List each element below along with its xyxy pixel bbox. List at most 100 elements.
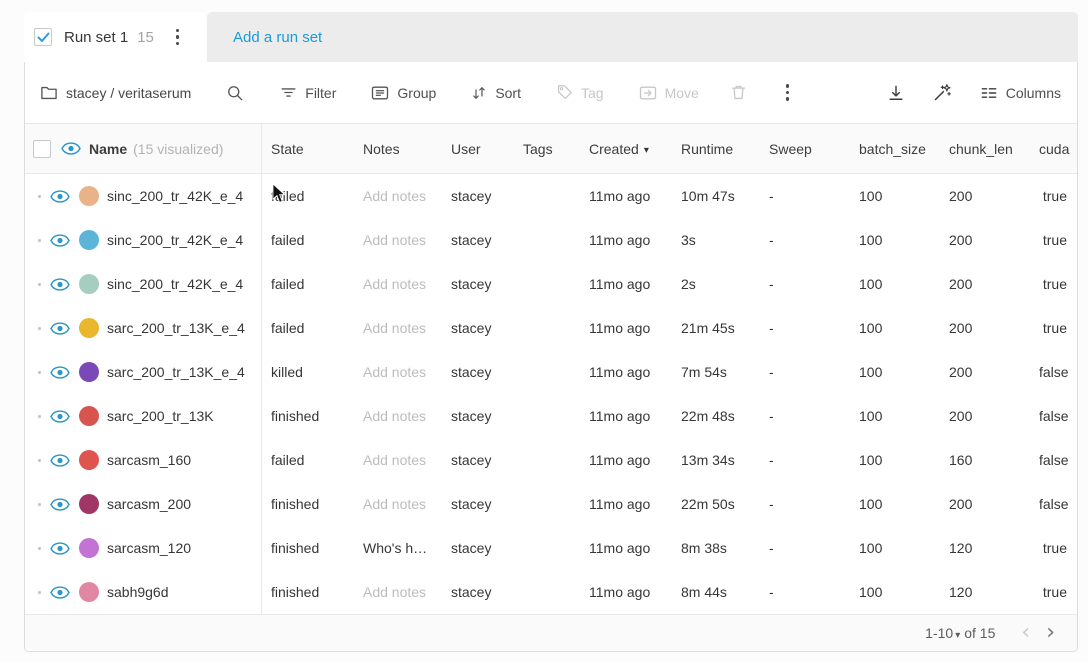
header-cuda[interactable]: cuda — [1039, 140, 1070, 157]
notes-cell[interactable]: Add notes — [363, 188, 427, 204]
created-cell: 11mo ago — [589, 276, 651, 292]
project-selector[interactable]: stacey / veritaserum — [39, 83, 191, 103]
run-name-link[interactable]: sinc_200_tr_42K_e_4 — [107, 232, 244, 248]
header-chunk-len[interactable]: chunk_len — [949, 140, 1013, 157]
prev-page-button[interactable]: ‹ — [1021, 619, 1031, 645]
table-row[interactable]: sinc_200_tr_42K_e_4 failed Add notes sta… — [25, 262, 1077, 306]
move-button[interactable]: Move — [638, 83, 699, 103]
drag-handle-icon[interactable] — [38, 502, 41, 506]
visibility-eye-icon[interactable] — [50, 277, 70, 292]
add-run-set-button[interactable]: Add a run set — [233, 28, 323, 46]
run-name-link[interactable]: sarcasm_200 — [107, 496, 192, 512]
run-set-checkbox[interactable] — [34, 28, 52, 46]
filter-button[interactable]: Filter — [279, 83, 336, 102]
auto-visualize-button[interactable] — [932, 82, 953, 103]
user-cell: stacey — [451, 452, 492, 468]
notes-cell[interactable]: Add notes — [363, 452, 427, 468]
cuda-cell: true — [1042, 320, 1067, 336]
sweep-cell: - — [769, 452, 774, 468]
header-sweep[interactable]: Sweep — [769, 140, 812, 157]
more-actions-button[interactable] — [778, 80, 798, 105]
run-name-link[interactable]: sarcasm_160 — [107, 452, 192, 468]
drag-handle-icon[interactable] — [38, 282, 41, 286]
tag-button[interactable]: Tag — [555, 83, 604, 102]
cuda-cell: true — [1042, 584, 1067, 600]
visibility-eye-icon[interactable] — [50, 541, 70, 556]
visibility-eye-icon[interactable] — [50, 585, 70, 600]
notes-cell[interactable]: Add notes — [363, 232, 427, 248]
run-color-dot — [79, 318, 99, 338]
drag-handle-icon[interactable] — [38, 458, 41, 462]
tab-strip-background: Add a run set — [207, 12, 1078, 62]
notes-cell[interactable]: Add notes — [363, 276, 427, 292]
drag-handle-icon[interactable] — [38, 326, 41, 330]
run-set-menu-icon[interactable] — [168, 25, 188, 50]
group-button[interactable]: Group — [370, 83, 436, 103]
table-row[interactable]: sabh9g6d finished Add notes stacey 11mo … — [25, 570, 1077, 614]
notes-cell[interactable]: Add notes — [363, 496, 427, 512]
visibility-eye-icon[interactable] — [50, 365, 70, 380]
header-batch-size[interactable]: batch_size — [859, 140, 926, 157]
select-all-checkbox[interactable] — [33, 139, 51, 158]
run-name-link[interactable]: sarc_200_tr_13K — [107, 408, 214, 424]
runs-table-panel: stacey / veritaserum Filter Group — [24, 62, 1078, 652]
table-row[interactable]: sarcasm_120 finished Who's h… stacey 11m… — [25, 526, 1077, 570]
search-button[interactable] — [225, 83, 245, 103]
header-notes[interactable]: Notes — [363, 140, 400, 157]
cuda-cell: true — [1042, 276, 1067, 292]
visibility-eye-icon[interactable] — [50, 321, 70, 336]
table-row[interactable]: sarcasm_160 failed Add notes stacey 11mo… — [25, 438, 1077, 482]
notes-cell[interactable]: Add notes — [363, 320, 427, 336]
header-name[interactable]: Name (15 visualized) — [25, 139, 261, 158]
table-row[interactable]: sarc_200_tr_13K_e_4 failed Add notes sta… — [25, 306, 1077, 350]
run-name-cell: sarc_200_tr_13K_e_4 — [25, 318, 261, 338]
export-button[interactable] — [886, 83, 906, 103]
batch-size-cell: 100 — [859, 188, 883, 204]
run-name-cell: sabh9g6d — [25, 582, 261, 602]
drag-handle-icon[interactable] — [38, 414, 41, 418]
drag-handle-icon[interactable] — [38, 590, 41, 594]
header-tags[interactable]: Tags — [523, 140, 553, 157]
table-row[interactable]: sarc_200_tr_13K finished Add notes stace… — [25, 394, 1077, 438]
visibility-eye-icon[interactable] — [50, 453, 70, 468]
run-name-cell: sinc_200_tr_42K_e_4 — [25, 186, 261, 206]
notes-cell[interactable]: Add notes — [363, 408, 427, 424]
run-name-link[interactable]: sarc_200_tr_13K_e_4 — [107, 364, 245, 380]
sort-button[interactable]: Sort — [470, 84, 521, 102]
notes-cell[interactable]: Add notes — [363, 364, 427, 380]
table-row[interactable]: sinc_200_tr_42K_e_4 failed Add notes sta… — [25, 174, 1077, 218]
run-set-tab[interactable]: Run set 1 15 — [24, 12, 206, 62]
created-cell: 11mo ago — [589, 232, 651, 248]
header-state[interactable]: State — [271, 140, 304, 157]
created-cell: 11mo ago — [589, 496, 651, 512]
delete-button[interactable] — [729, 83, 748, 102]
drag-handle-icon[interactable] — [38, 238, 41, 242]
columns-button[interactable]: Columns — [979, 83, 1061, 103]
next-page-button[interactable]: › — [1046, 619, 1055, 645]
table-row[interactable]: sinc_200_tr_42K_e_4 failed Add notes sta… — [25, 218, 1077, 262]
header-user[interactable]: User — [451, 140, 481, 157]
visibility-eye-icon[interactable] — [50, 189, 70, 204]
run-name-link[interactable]: sarc_200_tr_13K_e_4 — [107, 320, 245, 336]
visibility-eye-icon[interactable] — [50, 233, 70, 248]
visibility-eye-icon[interactable] — [50, 497, 70, 512]
drag-handle-icon[interactable] — [38, 194, 41, 198]
visibility-eye-icon[interactable] — [61, 141, 81, 156]
run-name-link[interactable]: sarcasm_120 — [107, 540, 192, 556]
visibility-eye-icon[interactable] — [50, 409, 70, 424]
run-name-link[interactable]: sabh9g6d — [107, 584, 169, 600]
header-runtime[interactable]: Runtime — [681, 140, 734, 157]
page-range-dropdown[interactable]: 1-10 ▾ — [925, 625, 964, 641]
state-cell: finished — [271, 540, 320, 556]
created-cell: 11mo ago — [589, 540, 651, 556]
notes-cell[interactable]: Who's h… — [363, 540, 428, 556]
notes-cell[interactable]: Add notes — [363, 584, 427, 600]
search-icon — [228, 85, 243, 100]
table-row[interactable]: sarc_200_tr_13K_e_4 killed Add notes sta… — [25, 350, 1077, 394]
run-name-link[interactable]: sinc_200_tr_42K_e_4 — [107, 188, 244, 204]
drag-handle-icon[interactable] — [38, 546, 41, 550]
drag-handle-icon[interactable] — [38, 370, 41, 374]
table-row[interactable]: sarcasm_200 finished Add notes stacey 11… — [25, 482, 1077, 526]
run-name-link[interactable]: sinc_200_tr_42K_e_4 — [107, 276, 244, 292]
header-created[interactable]: Created ▾ — [579, 141, 671, 157]
